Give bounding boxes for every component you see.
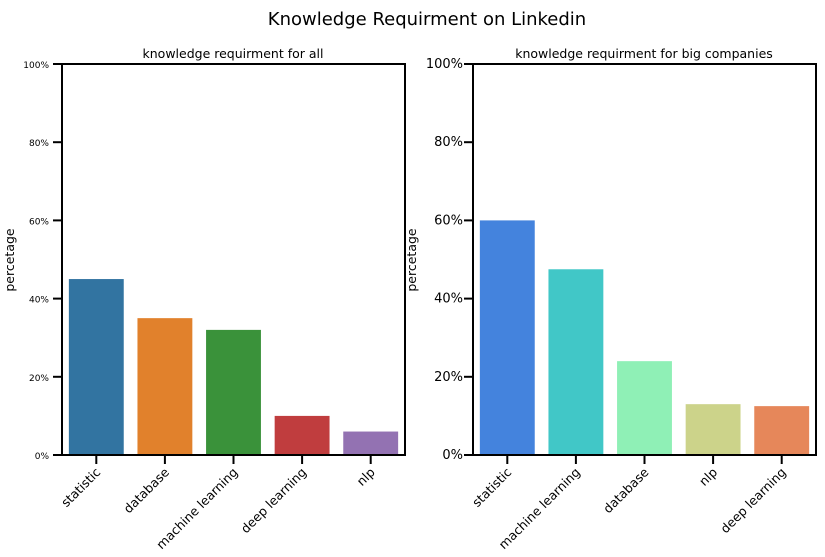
left-plot-frame — [61, 63, 406, 456]
figure-title: Knowledge Requirment on Linkedin — [268, 9, 586, 30]
right-x-tick-label: nlp — [696, 464, 720, 488]
right-y-axis-label: percetage — [404, 228, 419, 292]
right-y-tick-label: 60% — [434, 213, 463, 228]
right-bar-database — [617, 361, 672, 455]
left-y-tick-label: 40% — [29, 296, 49, 306]
left-bar-deep-learning — [274, 415, 330, 455]
right-plot-frame — [472, 63, 817, 456]
left-y-ticks: 0% 20% 40% 60% 80% 100% — [23, 61, 62, 462]
left-y-tick-label: 0% — [35, 452, 50, 462]
left-bar-machine-learning — [206, 329, 261, 455]
right-y-tick-label: 40% — [434, 292, 463, 307]
right-x-tick-label: statistic — [469, 464, 514, 509]
right-bar-deep-learning — [754, 406, 810, 456]
left-x-tick-label: deep learning — [238, 465, 310, 537]
right-y-tick-label: 0% — [442, 448, 463, 463]
left-y-axis-label: percetage — [2, 228, 17, 292]
right-y-ticks: 0% 20% 40% 60% 80% 100% — [426, 57, 473, 463]
left-bar-statistic — [68, 279, 124, 455]
right-bar-machine-learning — [548, 269, 604, 455]
left-bar-nlp — [343, 431, 399, 455]
right-chart-title: knowledge requirment for big companies — [515, 46, 773, 61]
left-x-tick-label: statistic — [58, 464, 103, 509]
left-y-tick-label: 20% — [29, 374, 49, 384]
left-y-tick-label: 80% — [29, 139, 49, 149]
right-bar-statistic — [479, 220, 535, 455]
right-chart-panel: knowledge requirment for big companies p… — [404, 46, 817, 552]
right-x-tick-label: deep learning — [717, 465, 789, 537]
left-chart-title: knowledge requirment for all — [143, 46, 324, 61]
right-y-tick-label: 100% — [426, 57, 463, 72]
right-y-tick-label: 20% — [434, 370, 463, 385]
left-bar-database — [137, 318, 193, 455]
right-bar-nlp — [685, 404, 741, 455]
left-x-tick-label: database — [120, 464, 172, 516]
left-x-tick-label: nlp — [354, 464, 378, 488]
right-y-tick-label: 80% — [434, 135, 463, 150]
left-bars — [68, 279, 399, 455]
left-y-tick-label: 60% — [29, 217, 49, 227]
left-y-tick-label: 100% — [23, 61, 49, 71]
left-chart-panel: knowledge requirment for all percetage 0… — [2, 46, 406, 552]
right-x-tick-label: database — [600, 464, 652, 516]
right-bars — [479, 220, 810, 456]
